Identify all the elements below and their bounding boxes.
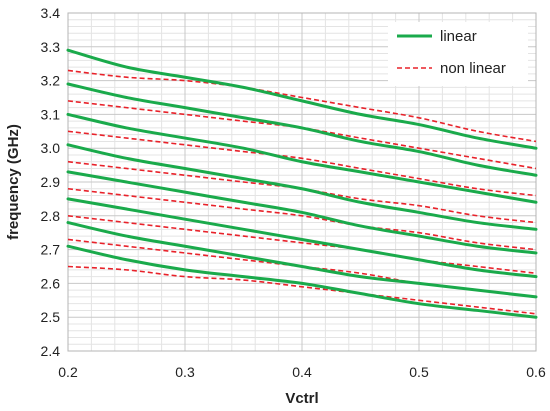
series-lines xyxy=(66,48,538,319)
x-tick-label: 0.2 xyxy=(58,364,78,380)
series-linear-curve-4 xyxy=(66,143,538,231)
y-axis-title: frequency (GHz) xyxy=(5,124,22,240)
series-linear-curve-8 xyxy=(66,244,538,319)
series-non-linear-curve-3 xyxy=(67,130,537,197)
legend-box xyxy=(388,22,528,86)
series-non-linear-curve-6 xyxy=(67,215,537,275)
y-tick-label: 3.3 xyxy=(41,39,61,55)
y-tick-label: 2.9 xyxy=(41,174,61,190)
y-tick-label: 3.2 xyxy=(41,73,61,89)
series-linear-curve-7 xyxy=(66,221,538,299)
series-non-linear-curve-8 xyxy=(67,265,537,315)
y-tick-label: 3.1 xyxy=(41,106,61,122)
y-tick-label: 3.4 xyxy=(41,5,61,21)
series-linear-curve-3 xyxy=(66,112,538,204)
y-tick-labels: 2.4 2.5 2.6 2.7 2.8 2.9 3.0 3.1 3.2 3.3 3.4 xyxy=(41,5,61,359)
legend-label-non-linear: non linear xyxy=(440,60,506,77)
series-linear-curve-5 xyxy=(66,170,538,255)
legend: linear non linear xyxy=(388,22,528,86)
series-linear-curve-6 xyxy=(66,197,538,279)
y-tick-label: 2.7 xyxy=(41,242,61,258)
y-tick-label: 2.6 xyxy=(41,275,61,291)
x-tick-label: 0.5 xyxy=(409,364,429,380)
x-tick-label: 0.3 xyxy=(175,364,195,380)
y-tick-label: 2.5 xyxy=(41,309,61,325)
y-tick-label: 2.4 xyxy=(41,343,61,359)
legend-label-linear: linear xyxy=(440,28,477,45)
x-axis-title: Vctrl xyxy=(285,390,318,407)
plot-area-border xyxy=(67,12,537,352)
y-tick-label: 2.8 xyxy=(41,208,61,224)
y-tick-label: 3.0 xyxy=(41,140,61,156)
series-linear-curve-1 xyxy=(66,48,538,150)
x-tick-labels: 0.2 0.3 0.4 0.5 0.6 xyxy=(58,364,546,380)
x-tick-label: 0.4 xyxy=(292,364,312,380)
x-tick-label: 0.6 xyxy=(526,364,546,380)
series-non-linear-curve-1 xyxy=(67,69,537,143)
series-non-linear-curve-5 xyxy=(67,187,537,251)
series-linear-curve-2 xyxy=(66,82,538,177)
